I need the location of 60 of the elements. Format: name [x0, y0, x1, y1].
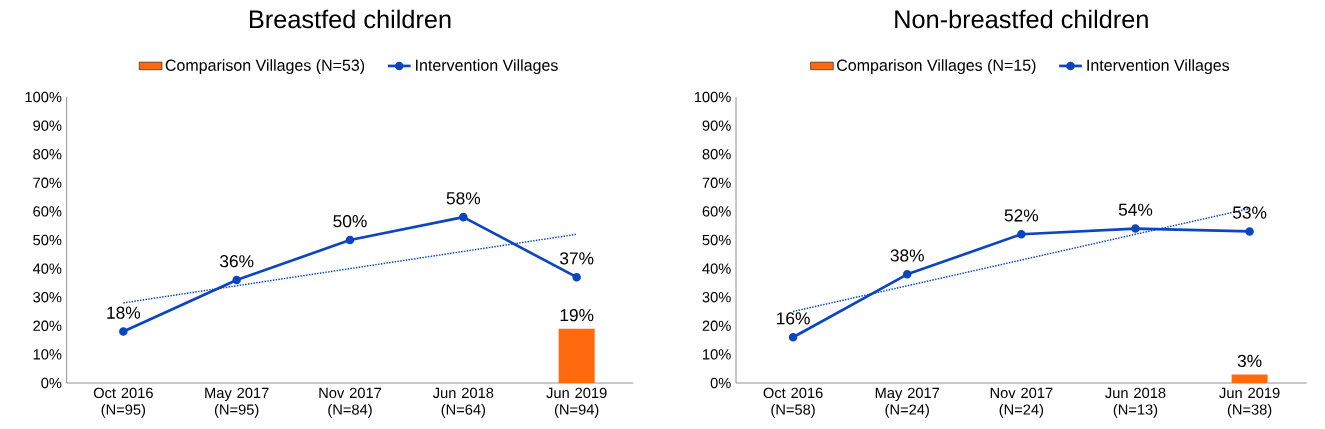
legend-label: Intervention Villages — [1087, 59, 1230, 75]
data-label: 19% — [560, 309, 594, 322]
y-tick-label: 30% — [33, 292, 62, 303]
point — [345, 235, 355, 245]
y-tick-label: 50% — [33, 234, 62, 246]
data-label: 16% — [777, 312, 810, 325]
point — [1017, 230, 1026, 239]
y-tick-label: 10% — [703, 349, 731, 360]
x-tick-label: Oct 2016 (N=95) — [93, 387, 153, 418]
point — [232, 275, 241, 285]
x-tick-label: May 2017 (N=95) — [205, 387, 269, 418]
data-label: 38% — [890, 249, 924, 262]
y-tick-label: 80% — [33, 149, 62, 160]
y-tick-label: 20% — [33, 320, 62, 331]
y-tick-label: 50% — [702, 234, 731, 246]
data-label: 3% — [1237, 354, 1262, 368]
data-label: 36% — [219, 255, 254, 268]
data-label: 53% — [1232, 206, 1267, 219]
chart-title: Breastfed children — [249, 9, 451, 29]
y-tick-label: 70% — [702, 177, 731, 188]
legend-label: Intervention Villages — [416, 59, 558, 75]
data-label: 54% — [1118, 203, 1153, 216]
y-tick-label: 0% — [41, 377, 62, 389]
y-tick-label: 60% — [702, 206, 731, 217]
point — [572, 272, 581, 282]
data-label: 58% — [446, 192, 481, 205]
data-label: 50% — [333, 215, 367, 228]
x-tick-label: Jun 2019 (N=94) — [546, 387, 607, 418]
y-tick-label: 60% — [33, 206, 62, 217]
legend-label: Comparison Villages (N=15) — [837, 59, 1036, 75]
y-tick-label: 70% — [33, 177, 62, 188]
y-tick-label: 0% — [710, 377, 731, 389]
x-tick-label: Oct 2016 (N=58) — [763, 387, 823, 418]
x-tick-label: Nov 2017 (N=24) — [990, 387, 1053, 418]
y-tick-label: 100% — [694, 91, 731, 103]
point — [459, 212, 468, 222]
y-tick-label: 40% — [32, 263, 62, 274]
data-label: 52% — [1004, 209, 1039, 222]
y-tick-label: 40% — [702, 263, 731, 274]
point — [902, 270, 912, 279]
data-label: 18% — [107, 306, 141, 319]
x-tick-label: May 2017 (N=24) — [875, 387, 940, 418]
y-tick-label: 90% — [702, 120, 731, 131]
y-tick-label: 30% — [702, 292, 731, 303]
legend-label: Comparison Villages (N=53) — [165, 59, 365, 75]
point — [1131, 224, 1140, 233]
chart-title: Non-breastfed children — [895, 9, 1148, 29]
point — [119, 327, 128, 336]
x-tick-label: Jun 2018 (N=64) — [432, 387, 494, 418]
data-label: 37% — [559, 252, 594, 265]
x-tick-label: Jun 2019 (N=38) — [1219, 387, 1280, 418]
point — [1245, 227, 1254, 236]
y-tick-label: 10% — [33, 349, 62, 360]
x-tick-label: Nov 2017 (N=84) — [319, 387, 382, 418]
point — [788, 332, 798, 342]
x-tick-label: Jun 2018 (N=13) — [1105, 387, 1166, 418]
y-tick-label: 100% — [25, 91, 62, 103]
y-tick-label: 80% — [702, 149, 731, 160]
y-tick-label: 90% — [33, 120, 62, 131]
y-tick-label: 20% — [702, 320, 731, 331]
